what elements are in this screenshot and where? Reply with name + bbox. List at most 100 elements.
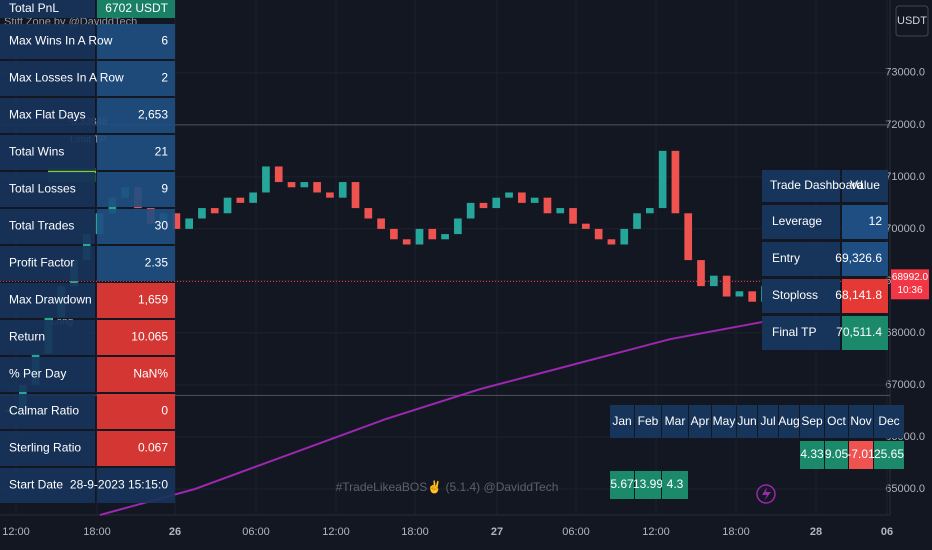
month-header: May (713, 414, 736, 428)
currency-box[interactable] (895, 5, 929, 37)
stats-value: 21 (155, 145, 169, 159)
candle (620, 228, 629, 245)
stats-label: Total PnL (9, 1, 59, 15)
month-header: Mar (665, 414, 686, 428)
dashboard-label-cell (762, 316, 840, 350)
stats-value-cell (97, 320, 175, 355)
last-price-box (891, 269, 929, 300)
dashboard-value-cell (842, 279, 888, 313)
month-header-cell (779, 405, 799, 438)
candle (645, 208, 654, 214)
x-tick-label: 12:00 (322, 526, 350, 538)
stats-value: 6 (161, 34, 168, 48)
stats-value-cell (97, 98, 175, 133)
stats-label: Calmar Ratio (9, 404, 79, 418)
x-tick-label: 06:00 (242, 526, 270, 538)
x-tick-label: 18:00 (401, 526, 429, 538)
x-tick-label: 06 (881, 526, 893, 538)
month-header-cell (635, 405, 661, 438)
month-header: Nov (850, 414, 871, 428)
month-header-cell (825, 405, 848, 438)
candle (582, 223, 590, 229)
month-header-cell (662, 405, 688, 438)
dashboard-label-cell (762, 205, 840, 239)
month-header: Feb (638, 414, 659, 428)
x-tick-label: 12:00 (2, 526, 30, 538)
dashboard-label-cell (762, 242, 840, 276)
candle (364, 208, 373, 219)
month-header: Jul (760, 414, 775, 428)
stats-value-cell (97, 468, 175, 503)
month-header-cell (849, 405, 873, 438)
stats-label-cell (0, 24, 95, 59)
dashboard-value-cell (842, 242, 888, 276)
stats-value-cell (97, 246, 175, 281)
candle (390, 228, 398, 240)
month-value: 9.05 (825, 447, 849, 461)
candle (658, 150, 667, 209)
stats-label: Return (9, 330, 45, 344)
stats-value-cell (97, 135, 175, 170)
stats-label-cell (0, 172, 95, 207)
candle (709, 275, 718, 287)
dashboard-header-cell (842, 170, 888, 202)
y-tick-label: 70000.0 (885, 223, 925, 235)
month-cell (825, 441, 848, 469)
month-cell (610, 471, 634, 499)
stats-value: 30 (155, 219, 169, 233)
candle (633, 213, 641, 229)
candle (428, 228, 437, 240)
stats-value: 2 (161, 71, 168, 85)
candle (569, 208, 577, 224)
month-header-cell (610, 405, 634, 438)
candle (236, 197, 245, 203)
dashboard-label: Final TP (772, 325, 816, 339)
month-value: -7.01 (847, 447, 875, 461)
month-cell (874, 441, 904, 469)
stats-label-cell (0, 357, 95, 392)
month-header: Oct (827, 414, 846, 428)
month-cell (849, 441, 873, 469)
stats-label: Max Losses In A Row (9, 71, 124, 85)
candle (300, 182, 309, 188)
candle (249, 192, 257, 203)
candle (671, 150, 680, 214)
stats-label: Max Wins In A Row (9, 34, 113, 48)
candle (530, 197, 539, 203)
stats-label: Total Trades (9, 219, 74, 233)
month-cell (800, 441, 824, 469)
dashboard-label-cell (762, 279, 840, 313)
stats-value: 2,653 (138, 108, 168, 122)
month-value: 25.65 (874, 447, 904, 461)
candle (492, 197, 501, 209)
stats-label: Profit Factor (9, 256, 74, 270)
stats-label-cell (0, 0, 95, 18)
last-price-time: 10:36 (897, 285, 922, 296)
y-tick-label: 71000.0 (885, 171, 925, 183)
candle (466, 202, 475, 219)
candle (479, 202, 488, 209)
candle (402, 239, 411, 245)
dashboard-value: 69,326.6 (835, 251, 882, 265)
dashboard-value: 12 (869, 214, 883, 228)
candle (210, 208, 219, 214)
stats-label: Total Losses (9, 182, 76, 196)
candle (313, 182, 321, 193)
y-tick-label: 68000.0 (885, 327, 925, 339)
stats-value: 28-9-2023 15:15:0 (70, 478, 168, 492)
candle (223, 197, 232, 214)
stats-value: 9 (161, 182, 168, 196)
footer-text: #TradeLikeaBOS✌ (5.1.4) @DaviddTech (336, 479, 559, 494)
candle (287, 182, 296, 188)
candle (415, 228, 424, 245)
stats-value-cell (97, 431, 175, 466)
candle (441, 234, 449, 240)
stats-value-cell (97, 24, 175, 59)
candle (735, 291, 744, 297)
alert-icon (756, 484, 776, 504)
candle (185, 218, 193, 229)
month-header: Apr (691, 414, 710, 428)
month-cell (662, 471, 688, 499)
x-tick-label: 28 (810, 526, 822, 538)
